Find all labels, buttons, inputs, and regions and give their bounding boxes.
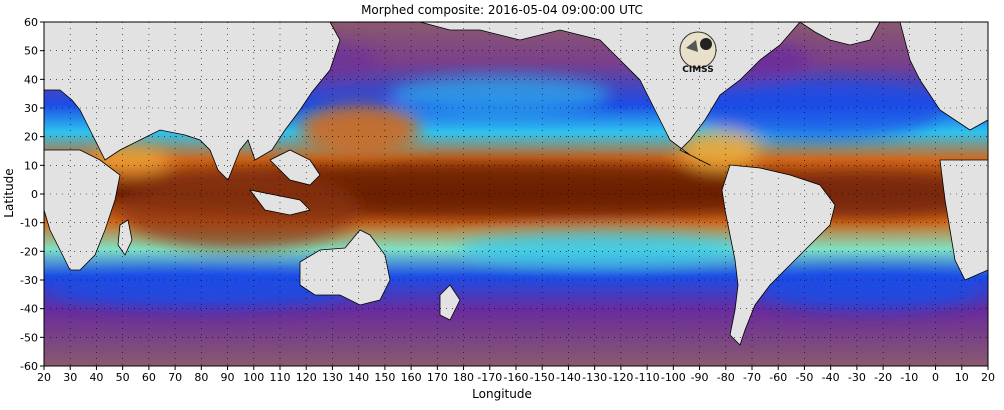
x-tick-label: 40 (89, 371, 103, 384)
y-tick-label: 0 (31, 188, 38, 201)
x-tick-label: -30 (848, 371, 866, 384)
x-axis-title: Longitude (472, 387, 532, 401)
x-tick-label: -150 (530, 371, 555, 384)
x-tick-label: 130 (322, 371, 343, 384)
y-tick-label: 30 (24, 102, 38, 115)
x-tick-label: 150 (374, 371, 395, 384)
x-tick-label: -120 (608, 371, 633, 384)
y-tick-label: 50 (24, 45, 38, 58)
x-tick-label: 80 (194, 371, 208, 384)
y-tick-label: -30 (20, 274, 38, 287)
x-tick-label: 70 (168, 371, 182, 384)
y-tick-label: 40 (24, 73, 38, 86)
europe-east-edge (899, 22, 988, 131)
x-tick-label: 120 (296, 371, 317, 384)
x-tick-label: 140 (348, 371, 369, 384)
x-tick-label: -80 (717, 371, 735, 384)
madagascar (117, 219, 133, 256)
x-tick-label: -110 (635, 371, 660, 384)
x-tick-label: -160 (504, 371, 529, 384)
x-tick-label: 10 (955, 371, 969, 384)
x-tick-label: -130 (582, 371, 607, 384)
lat-lon-grid (44, 22, 988, 366)
x-tick-label: 20 (37, 371, 51, 384)
longitude-ticks: 20 30 40 50 60 70 80 90 100 110 120 130 140 150 160 170… (37, 366, 995, 384)
x-tick-label: -170 (477, 371, 502, 384)
australia (299, 229, 391, 306)
x-tick-label: -70 (743, 371, 761, 384)
cimss-logo-icon: CIMSS (679, 31, 717, 75)
logo-text: CIMSS (682, 65, 713, 75)
x-tick-label: -10 (900, 371, 918, 384)
x-tick-label: 50 (116, 371, 130, 384)
x-tick-label: -60 (769, 371, 787, 384)
x-tick-label: 160 (401, 371, 422, 384)
africa-east-edge (939, 159, 988, 281)
africa (44, 149, 121, 271)
y-tick-label: -50 (20, 331, 38, 344)
y-tick-label: -40 (20, 303, 38, 316)
y-tick-label: -60 (20, 360, 38, 373)
x-tick-label: -90 (691, 371, 709, 384)
x-tick-label: -140 (556, 371, 581, 384)
x-tick-label: 90 (221, 371, 235, 384)
y-tick-label: 10 (24, 159, 38, 172)
x-tick-label: 180 (453, 371, 474, 384)
latitude-ticks: 60 50 40 30 20 10 0 -10 -20 -30 -40 -50 -60 (20, 16, 44, 373)
x-tick-label: -100 (661, 371, 686, 384)
greenland (799, 22, 881, 46)
moisture-field (44, 22, 988, 366)
south-america (721, 164, 836, 346)
x-tick-label: -40 (822, 371, 840, 384)
x-tick-label: 0 (932, 371, 939, 384)
x-tick-label: 20 (981, 371, 995, 384)
x-tick-label: 30 (63, 371, 77, 384)
x-tick-label: -50 (795, 371, 813, 384)
x-tick-label: 100 (243, 371, 264, 384)
x-tick-label: -20 (874, 371, 892, 384)
y-tick-label: 20 (24, 131, 38, 144)
x-tick-label: 110 (270, 371, 291, 384)
y-axis-title: Latitude (2, 168, 16, 218)
x-tick-label: 60 (142, 371, 156, 384)
y-tick-label: 60 (24, 16, 38, 29)
map-title: Morphed composite: 2016-05-04 09:00:00 U… (361, 3, 643, 17)
y-tick-label: -20 (20, 245, 38, 258)
new-zealand (439, 284, 461, 321)
x-tick-label: 170 (427, 371, 448, 384)
philippines (269, 149, 321, 186)
eurasia (44, 22, 341, 181)
y-tick-label: -10 (20, 217, 38, 230)
